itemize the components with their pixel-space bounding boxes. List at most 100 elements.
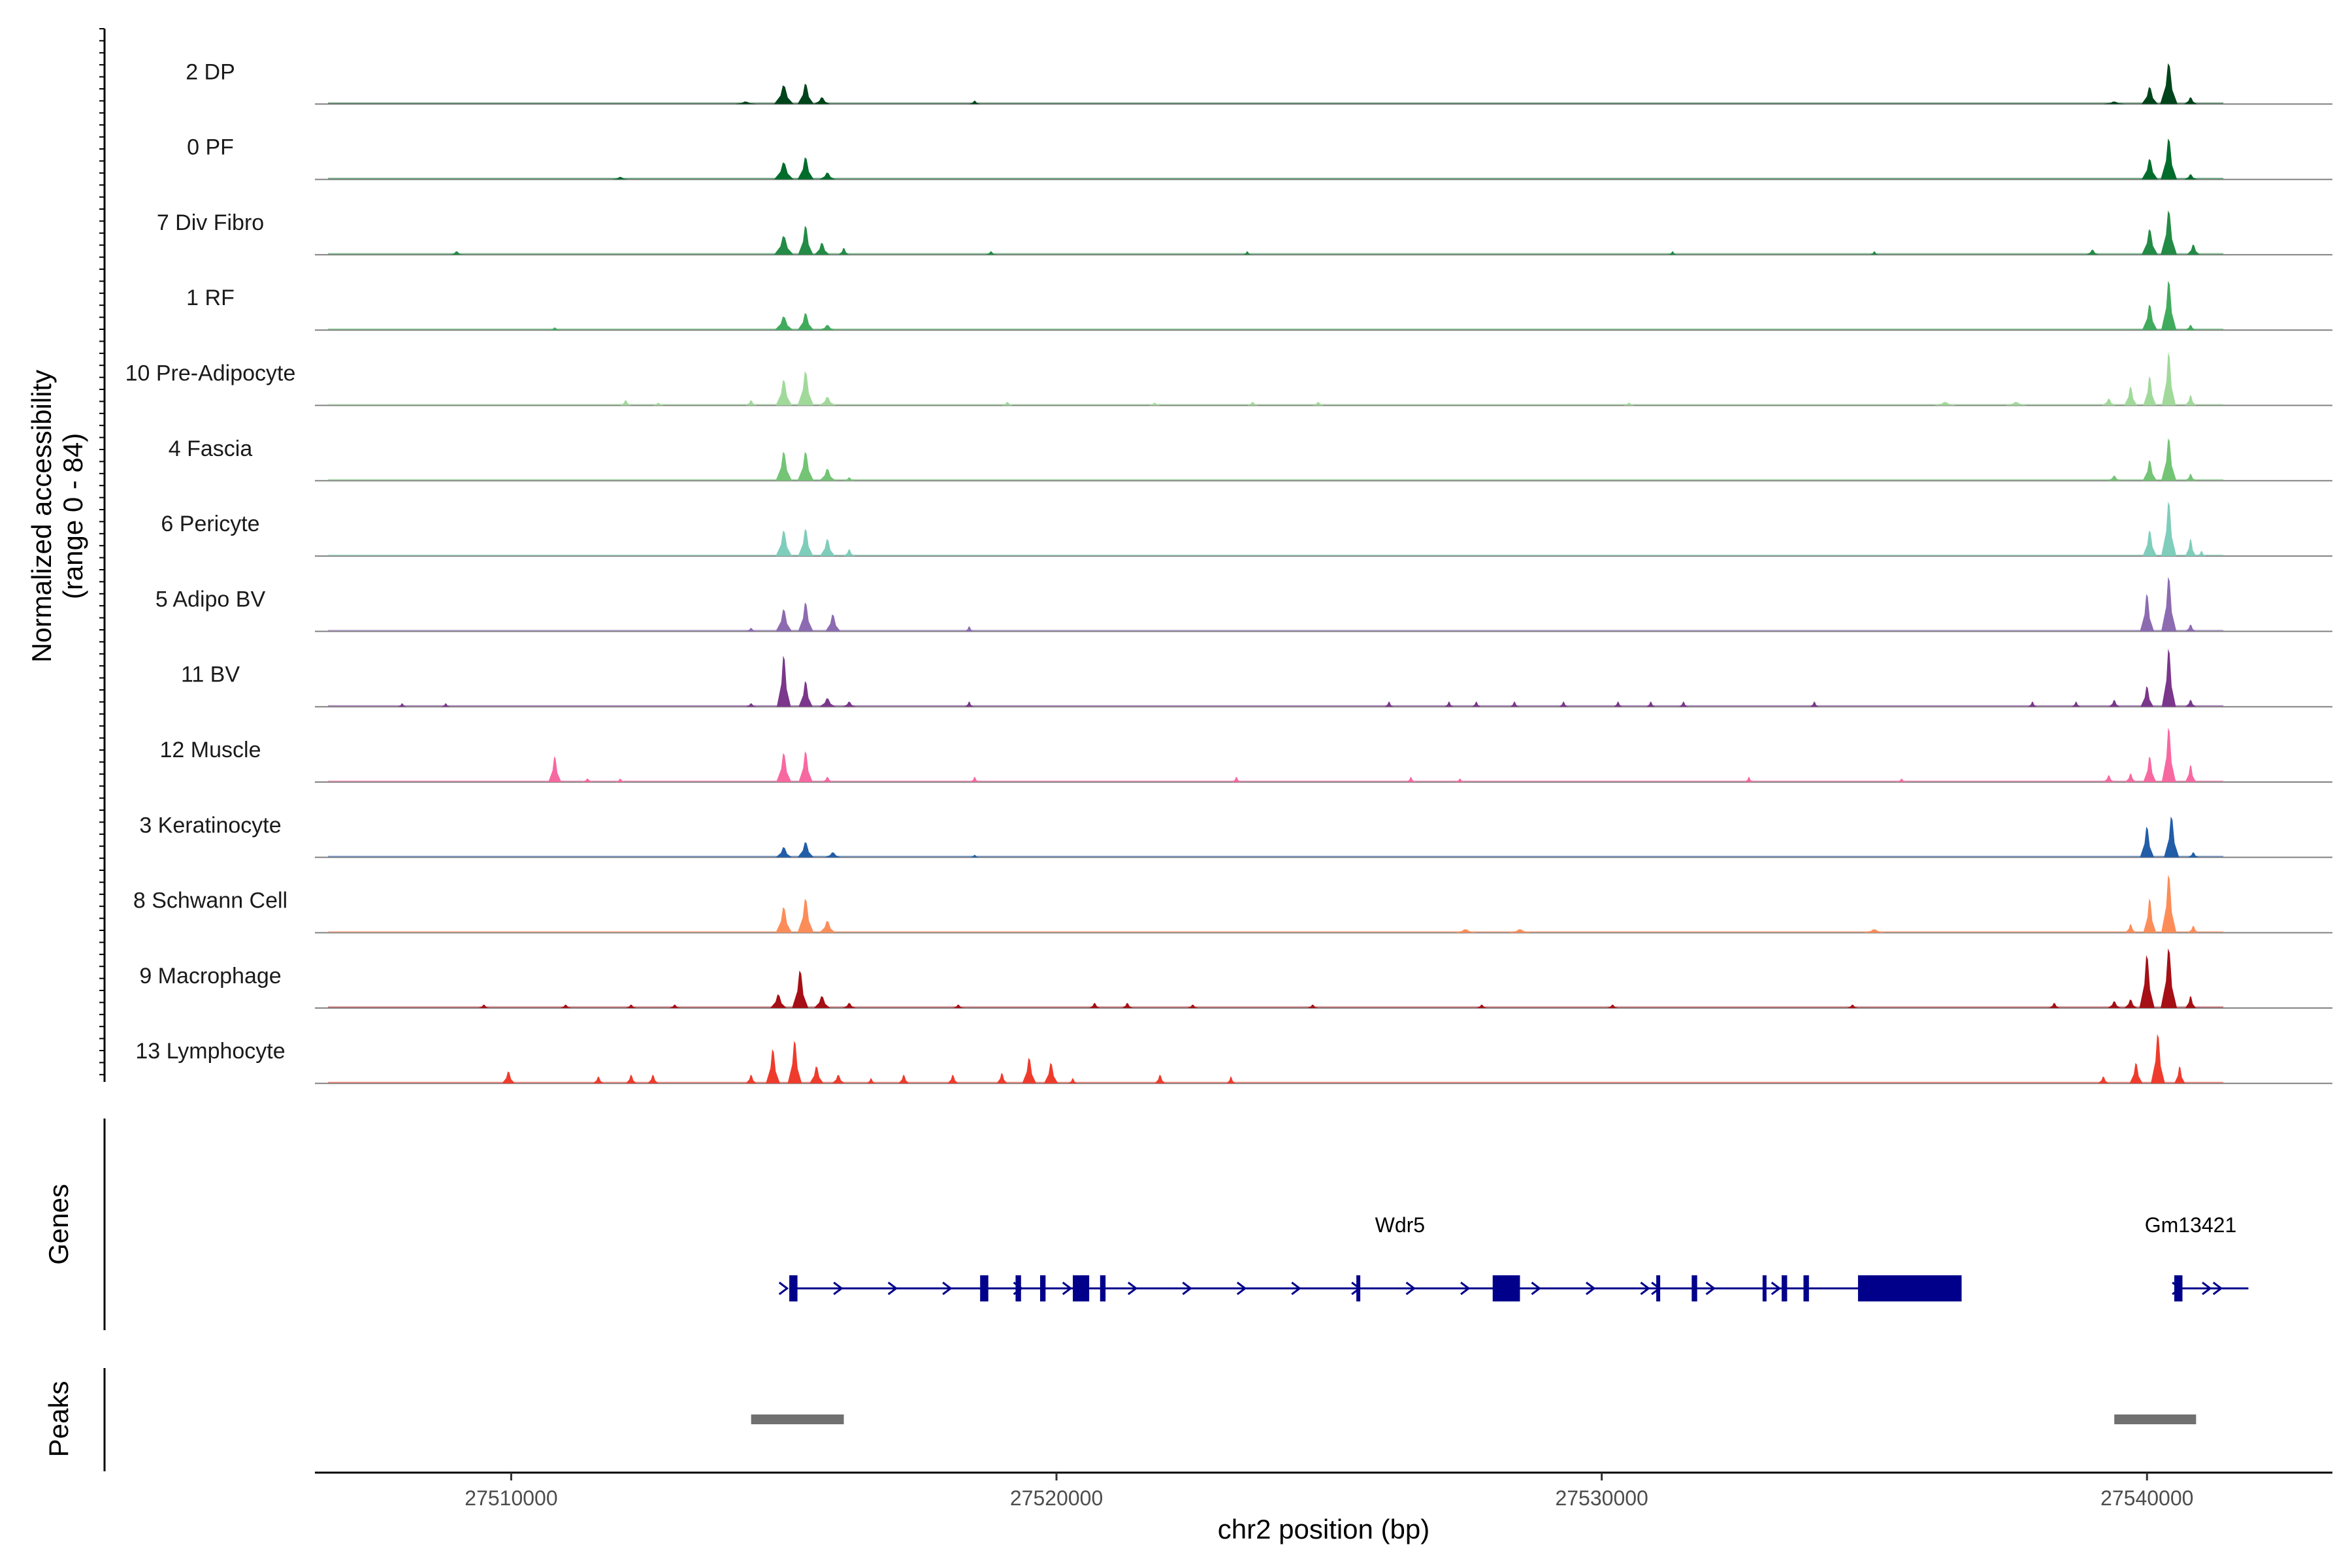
strand-arrow [833, 1281, 843, 1296]
strand-arrow [1460, 1281, 1471, 1296]
coverage-peak [797, 157, 814, 180]
coverage-peak [1897, 778, 1906, 782]
coverage-peak [653, 402, 664, 406]
coverage-peak [1149, 402, 1160, 406]
track-1-rf: 1 RF [186, 280, 2332, 331]
coverage-peak [620, 400, 632, 406]
coverage-peak [776, 907, 792, 933]
coverage-peak [478, 1004, 490, 1008]
gene-exon [980, 1275, 988, 1301]
coverage-peak [1455, 778, 1465, 782]
coverage-peak [766, 1049, 780, 1084]
coverage-peak [2185, 395, 2197, 406]
coverage-peak [1002, 402, 1013, 406]
coverage-peak [2161, 139, 2178, 180]
coverage-peak [964, 701, 974, 707]
coverage-peak [2161, 576, 2177, 632]
coverage-peak [1668, 251, 1677, 255]
gene-exon [2174, 1275, 2183, 1301]
coverage-peak [774, 85, 794, 105]
coverage-peak [774, 162, 794, 180]
coverage-peak [745, 703, 757, 707]
coverage-peak [2174, 1066, 2185, 1084]
coverage-peak [2142, 460, 2157, 481]
coverage-peak [843, 549, 855, 557]
gene-exon [1803, 1275, 1809, 1301]
strand-arrow [1013, 1281, 1024, 1296]
track-label: 3 Keratinocyte [139, 813, 281, 838]
coverage-peak [2161, 352, 2176, 406]
coverage-peak [1472, 701, 1481, 707]
gene-exon [789, 1275, 798, 1301]
coverage-peak [819, 397, 836, 406]
coverage-peak [2185, 325, 2197, 331]
gene-exon [1492, 1275, 1520, 1301]
coverage-peak [953, 1004, 964, 1008]
coverage-peak [776, 847, 792, 858]
coverage-peak [2049, 1003, 2060, 1008]
gene-exon [1691, 1275, 1697, 1301]
coverage-peak [2161, 874, 2177, 933]
coverage-peak [792, 970, 809, 1008]
gene-name-label: Gm13421 [2145, 1213, 2237, 1237]
coverage-peak [745, 400, 757, 406]
coverage-peak [549, 327, 561, 331]
gene-exon [1015, 1275, 1021, 1301]
coverage-peak [842, 701, 856, 707]
coverage-peak [1043, 1062, 1058, 1084]
coverage-peak [2197, 551, 2206, 557]
coverage-peak [2142, 530, 2157, 557]
coverage-peak [2143, 756, 2157, 782]
coverage-peak [2141, 87, 2158, 105]
coverage-peak [2161, 438, 2177, 481]
coverage-peak [2187, 244, 2200, 255]
coverage-peak [502, 1071, 515, 1084]
coverage-peak [1847, 1004, 1858, 1008]
track-9-macrophage: 9 Macrophage [139, 948, 2332, 1009]
coverage-peak [776, 609, 792, 632]
coverage-peak [1154, 1075, 1166, 1084]
strand-arrow [778, 1281, 789, 1296]
coverage-peak [970, 777, 979, 782]
coverage-peak [2185, 996, 2197, 1008]
coverage-peak [1934, 402, 1957, 406]
gene-name-label: Wdr5 [1375, 1213, 1425, 1237]
peak-regions [751, 1414, 2197, 1424]
track-8-schwann-cell: 8 Schwann Cell [133, 874, 2332, 934]
strand-arrow [1405, 1281, 1416, 1296]
strand-arrow [1651, 1281, 1661, 1296]
coverage-peak [770, 994, 787, 1008]
coverage-peak [1454, 929, 1477, 933]
coverage-peak [1614, 701, 1623, 707]
gene-exon [1857, 1275, 1962, 1301]
strand-arrow [1531, 1281, 1541, 1296]
peak-region [751, 1414, 844, 1424]
coverage-peak [548, 756, 562, 782]
coverage-peak [745, 628, 757, 632]
track-label: 2 DP [186, 59, 235, 84]
coverage-peak [2005, 402, 2027, 406]
coverage-peak [2072, 701, 2081, 707]
track-label: 13 Lymphocyte [135, 1039, 285, 1064]
coverage-peak [838, 248, 849, 255]
coverage-peak [441, 703, 450, 707]
coverage-peak [813, 996, 830, 1008]
coverage-peak [797, 313, 814, 331]
coverage-peak [2161, 210, 2178, 255]
strand-arrow [2172, 1281, 2182, 1296]
genes-panel-title: Genes [43, 1184, 74, 1265]
coverage-peak [964, 626, 974, 632]
x-axis-title: chr2 position (bp) [1218, 1514, 1430, 1544]
coverage-peak [1863, 929, 1886, 933]
coverage-peak [2108, 1001, 2121, 1008]
coverage-peak [1607, 1004, 1618, 1008]
coverage-peak [774, 236, 794, 255]
coverage-peak [798, 225, 813, 255]
coverage-peak [843, 477, 855, 481]
coverage-peak [970, 855, 979, 858]
coverage-peak [2185, 474, 2197, 481]
coverage-peak [2183, 174, 2198, 180]
coverage-peak [2161, 948, 2178, 1008]
coverage-peak [832, 1075, 845, 1084]
coverage-peak [1247, 402, 1258, 406]
